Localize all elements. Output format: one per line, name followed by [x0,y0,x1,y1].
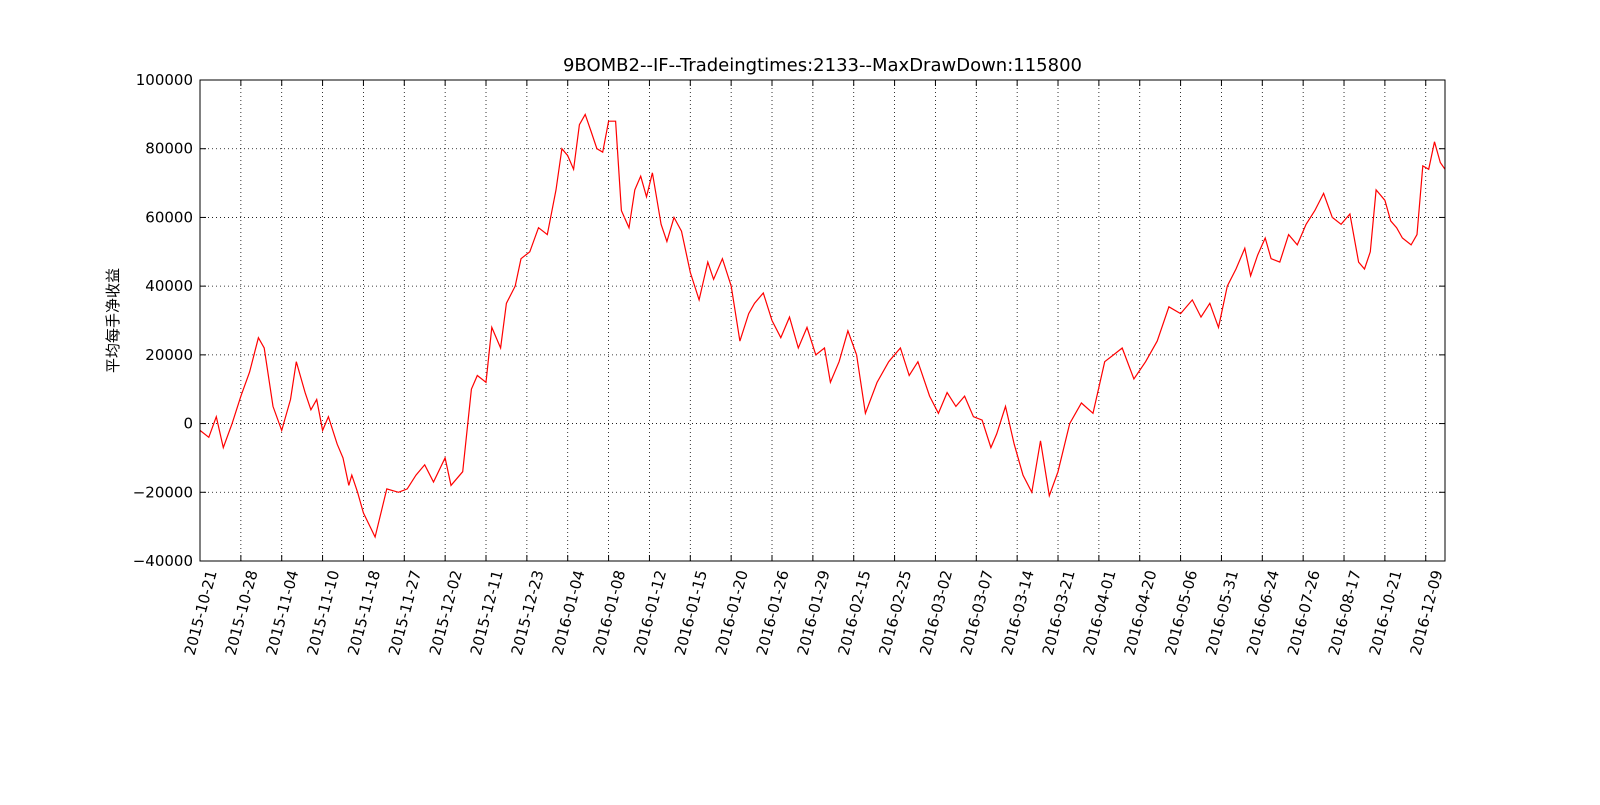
x-tick-label: 2016-03-07 [957,568,997,657]
y-tick-label: 80000 [145,140,193,158]
x-tick-label: 2016-04-20 [1120,568,1160,657]
x-tick-label: 2015-11-04 [262,568,302,657]
x-tick-label: 2015-10-21 [181,568,221,657]
x-tick-label: 2015-10-28 [222,568,262,657]
x-tick-label: 2016-03-14 [998,568,1038,657]
x-tick-label: 2016-05-06 [1161,568,1201,657]
x-tick-label: 2016-08-17 [1325,568,1365,657]
x-tick-label: 2016-01-26 [753,568,793,657]
x-tick-label: 2016-03-02 [916,568,956,657]
x-tick-label: 2016-06-24 [1243,568,1283,657]
x-tick-label: 2016-01-20 [712,568,752,657]
x-tick-label: 2016-01-15 [671,568,711,657]
y-axis-ticks: −40000 −20000 0 20000 40000 60000 80000 100000 [133,71,1445,570]
x-tick-label: 2015-11-27 [385,568,425,657]
x-axis-ticks: 2015-10-21 2015-10-28 2015-11-04 2015-11-10… [181,80,1446,657]
x-tick-label: 2016-12-09 [1406,568,1446,657]
x-tick-label: 2016-01-12 [630,568,670,657]
x-tick-label: 2016-05-31 [1202,568,1242,657]
y-tick-label: −20000 [133,483,193,501]
x-tick-label: 2015-12-11 [467,568,507,657]
x-tick-label: 2015-11-18 [344,568,384,657]
x-tick-label: 2016-02-25 [875,568,915,657]
y-tick-label: 40000 [145,277,193,295]
y-tick-label: 100000 [136,71,193,89]
x-tick-label: 2015-11-10 [303,568,343,657]
series-line [199,112,1446,539]
x-tick-label: 2015-12-23 [508,568,548,657]
x-tick-label: 2016-01-29 [794,568,834,657]
x-tick-label: 2016-03-21 [1039,568,1079,657]
x-tick-label: 2016-02-15 [834,568,874,657]
x-tick-label: 2016-10-21 [1366,568,1406,657]
y-tick-label: 0 [183,415,193,433]
y-tick-label: 20000 [145,346,193,364]
x-tick-label: 2016-01-08 [589,568,629,657]
x-tick-label: 2016-07-26 [1284,568,1324,657]
x-tick-label: 2015-12-02 [426,568,466,657]
chart-title: 9BOMB2--IF--Tradeingtimes:2133--MaxDrawD… [563,55,1082,76]
y-axis-label: 平均每手净收益 [104,268,122,373]
y-tick-label: 60000 [145,208,193,226]
y-tick-label: −40000 [133,552,193,570]
x-tick-label: 2016-01-04 [548,568,588,657]
x-tick-label: 2016-04-01 [1080,568,1120,657]
plot-frame [199,79,1446,562]
